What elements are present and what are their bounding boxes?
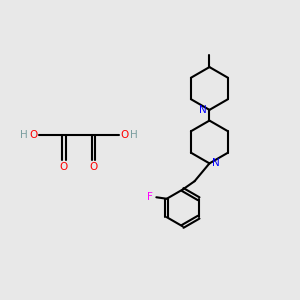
- Text: F: F: [147, 192, 153, 202]
- Text: N: N: [212, 158, 220, 168]
- Text: O: O: [89, 162, 98, 172]
- Text: H: H: [130, 130, 137, 140]
- Text: H: H: [20, 130, 28, 140]
- Text: O: O: [29, 130, 37, 140]
- Text: O: O: [120, 130, 128, 140]
- Text: O: O: [60, 162, 68, 172]
- Text: N: N: [199, 105, 207, 115]
